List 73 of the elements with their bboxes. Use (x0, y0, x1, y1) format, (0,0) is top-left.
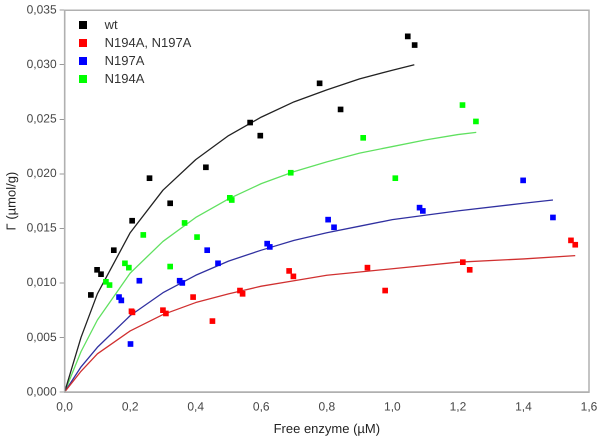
point (203, 164, 209, 170)
point (190, 294, 196, 300)
point (163, 310, 169, 316)
point (460, 259, 466, 266)
x-tick-label: 0,6 (252, 400, 270, 414)
point (364, 264, 370, 270)
point (568, 238, 574, 244)
x-axis-title: Free enzyme (µM) (274, 420, 380, 436)
x-tick-label: 0,4 (187, 400, 204, 414)
point (140, 232, 146, 238)
legend-label: N197A (104, 52, 144, 70)
point (382, 288, 388, 294)
y-axis-title: Γ (µmol/g) (3, 172, 18, 230)
y-tick-label: 0,025 (26, 112, 57, 126)
legend-label: N194A, N197A (104, 34, 192, 52)
point (288, 170, 294, 176)
y-tick-label: 0,030 (26, 57, 57, 72)
point (179, 280, 186, 286)
point (122, 260, 128, 266)
point (210, 318, 216, 324)
y-tick-label: 0,000 (26, 384, 57, 398)
point (247, 120, 253, 126)
legend-label: N194A (104, 70, 144, 88)
point (106, 282, 112, 288)
point (338, 106, 344, 112)
point (420, 208, 426, 214)
point (286, 268, 292, 274)
y-tick-label: 0,005 (26, 330, 57, 344)
point (572, 242, 578, 248)
point (167, 264, 173, 270)
point (412, 42, 418, 48)
point (94, 266, 100, 273)
point (392, 175, 398, 182)
x-tick-label: 1,0 (384, 400, 402, 414)
point (266, 244, 273, 250)
point (98, 271, 104, 278)
point (110, 247, 117, 254)
point (550, 214, 556, 220)
point (128, 341, 134, 347)
point (331, 224, 337, 230)
point (325, 216, 331, 222)
point (257, 132, 264, 138)
y-tick-label: 0,020 (26, 166, 57, 180)
point (204, 247, 210, 254)
point (182, 220, 188, 226)
legend-label: wt (104, 16, 118, 34)
point (520, 178, 526, 184)
point (146, 175, 152, 182)
point (126, 264, 132, 270)
point (404, 34, 411, 40)
point (136, 278, 142, 284)
x-tick-label: 0,2 (122, 400, 139, 414)
point (316, 80, 322, 86)
x-tick-label: 0,0 (56, 400, 74, 414)
x-tick-label: 1,4 (515, 400, 532, 414)
x-tick-label: 1,6 (580, 400, 598, 414)
point (360, 135, 366, 141)
point (290, 274, 296, 280)
point (88, 292, 94, 298)
point (460, 102, 466, 108)
x-tick-label: 1,2 (450, 400, 467, 414)
point (473, 118, 479, 124)
y-tick-label: 0,015 (26, 220, 57, 235)
point (129, 218, 135, 224)
point (118, 298, 124, 304)
x-tick-label: 0,8 (318, 400, 336, 414)
point (167, 200, 173, 206)
point (215, 260, 221, 266)
point (466, 266, 473, 273)
y-tick-label: 0,010 (26, 275, 57, 290)
point (194, 234, 200, 240)
y-tick-label: 0,035 (26, 2, 57, 17)
point (240, 290, 246, 297)
